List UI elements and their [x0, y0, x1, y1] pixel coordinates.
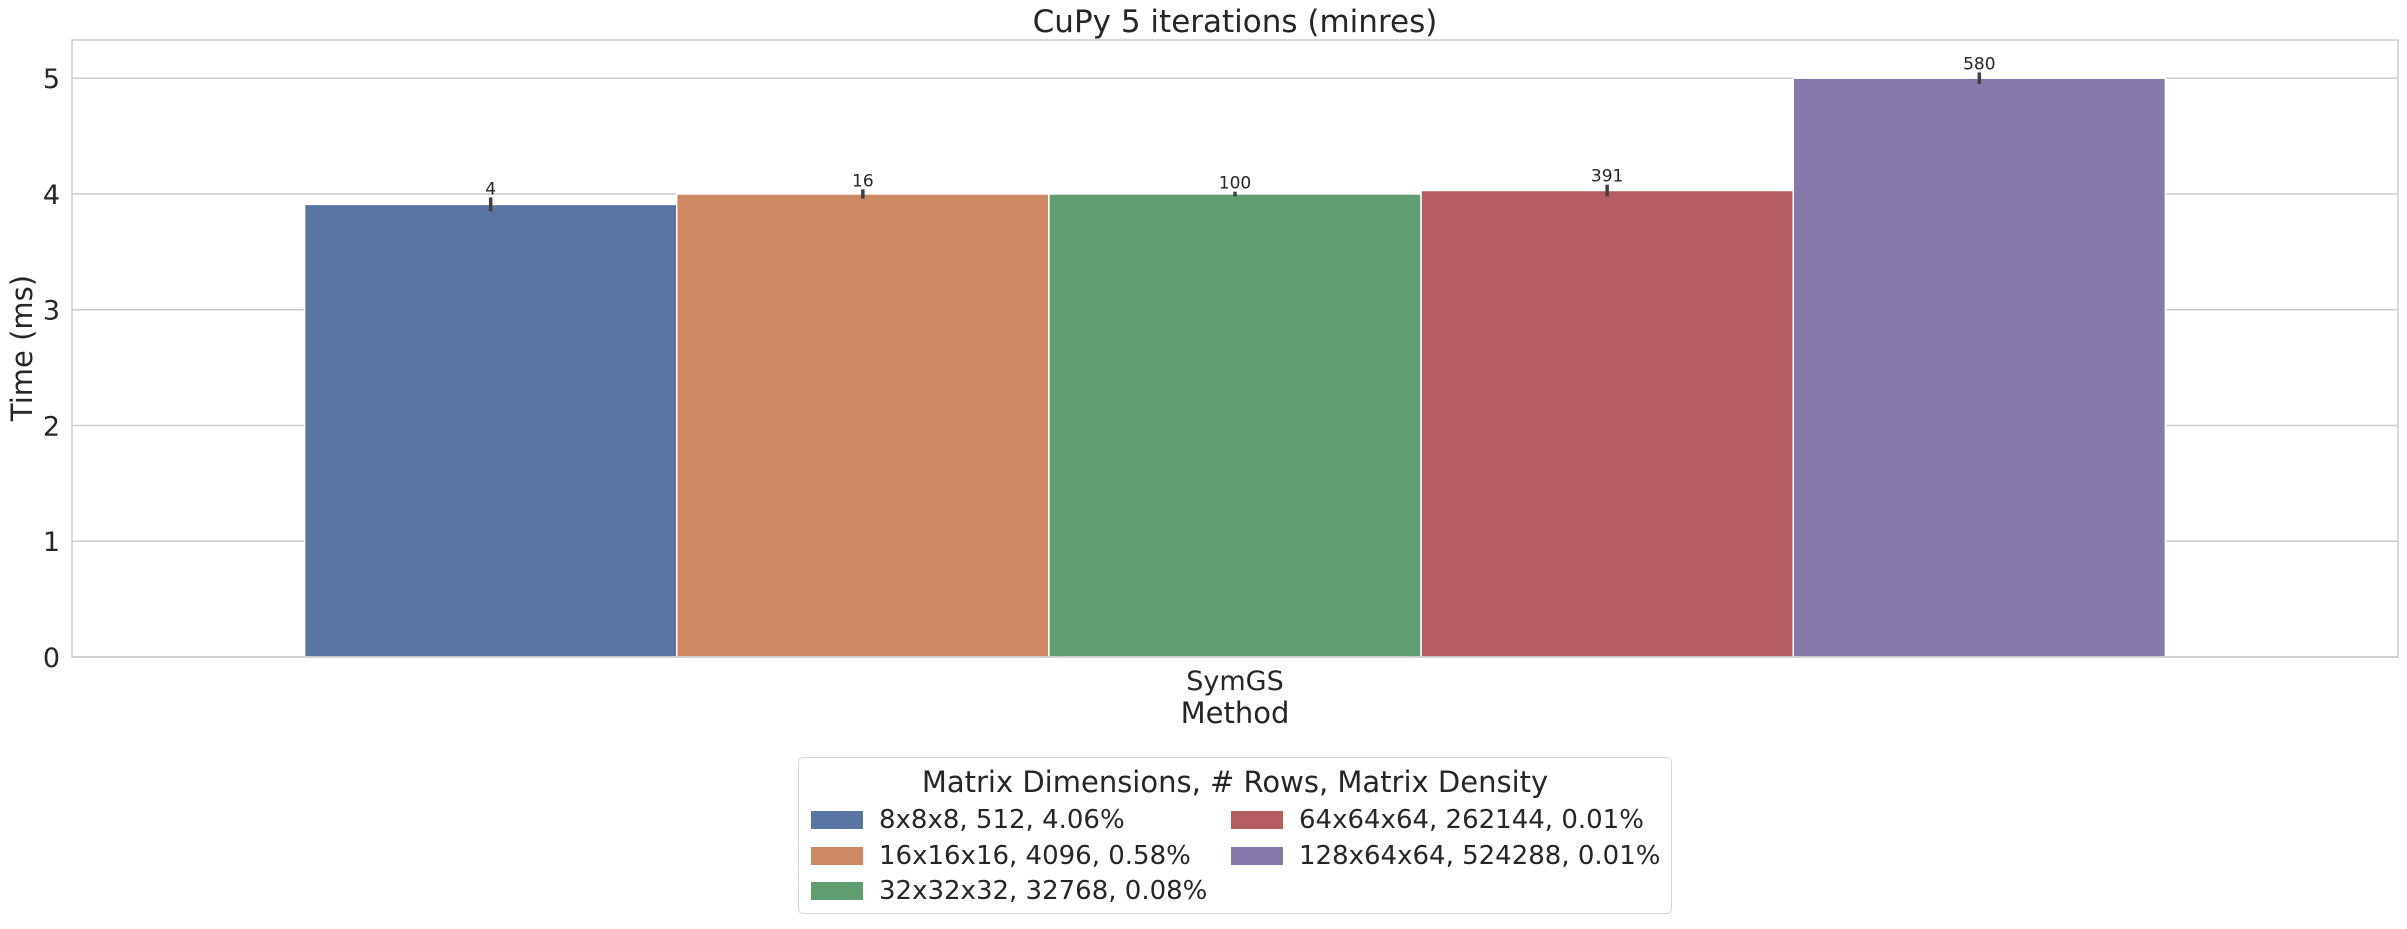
legend-title: Matrix Dimensions, # Rows, Matrix Densit… — [921, 765, 1549, 799]
x-tick-layer: SymGS — [1186, 666, 1283, 697]
data-label: 580 — [1963, 54, 1995, 74]
bar — [1792, 77, 2167, 658]
legend-label: 8x8x8, 512, 4.06% — [879, 805, 1125, 835]
data-label-layer: 4 16 100 391 580 — [485, 54, 1995, 199]
bar — [1420, 189, 1794, 658]
legend-swatch — [811, 882, 863, 900]
chart-title: CuPy 5 iterations (minres) — [1033, 4, 1438, 40]
legend-label: 128x64x64, 524288, 0.01% — [1299, 841, 1661, 871]
y-tick-label: 3 — [43, 296, 60, 327]
errorbar-layer — [488, 72, 1982, 212]
x-tick-label: SymGS — [1186, 666, 1283, 697]
data-label: 16 — [852, 171, 874, 191]
y-tick-label: 0 — [43, 643, 60, 674]
y-tick-layer: 0 1 2 3 4 5 — [43, 64, 60, 674]
bar — [676, 193, 1050, 658]
legend-swatch — [811, 811, 863, 829]
x-axis-label: Method — [1181, 696, 1290, 730]
legend-swatch — [1231, 847, 1283, 865]
y-tick-label: 1 — [43, 527, 60, 558]
legend-label: 16x16x16, 4096, 0.58% — [879, 841, 1191, 871]
legend-label: 32x32x32, 32768, 0.08% — [879, 876, 1208, 906]
bar — [1048, 193, 1422, 658]
legend-swatch — [1231, 811, 1283, 829]
data-label: 4 — [485, 179, 496, 199]
legend-item: 64x64x64, 262144, 0.01% — [1231, 803, 1644, 837]
y-tick-label: 5 — [43, 64, 60, 95]
plot-frame — [71, 39, 2399, 658]
legend-item: 16x16x16, 4096, 0.58% — [811, 839, 1191, 873]
legend-item: 32x32x32, 32768, 0.08% — [811, 874, 1207, 908]
bars-layer — [303, 77, 2167, 658]
data-label: 391 — [1591, 167, 1623, 187]
y-tick-label: 4 — [43, 180, 60, 211]
data-label: 100 — [1219, 174, 1251, 194]
legend-item: 128x64x64, 524288, 0.01% — [1231, 839, 1660, 873]
y-axis-label: Time (ms) — [5, 275, 39, 422]
legend: Matrix Dimensions, # Rows, Matrix Densit… — [798, 757, 1672, 914]
legend-item: 8x8x8, 512, 4.06% — [811, 803, 1125, 837]
legend-swatch — [811, 847, 863, 865]
y-tick-label: 2 — [43, 411, 60, 442]
bar — [303, 203, 678, 658]
legend-label: 64x64x64, 262144, 0.01% — [1299, 805, 1644, 835]
